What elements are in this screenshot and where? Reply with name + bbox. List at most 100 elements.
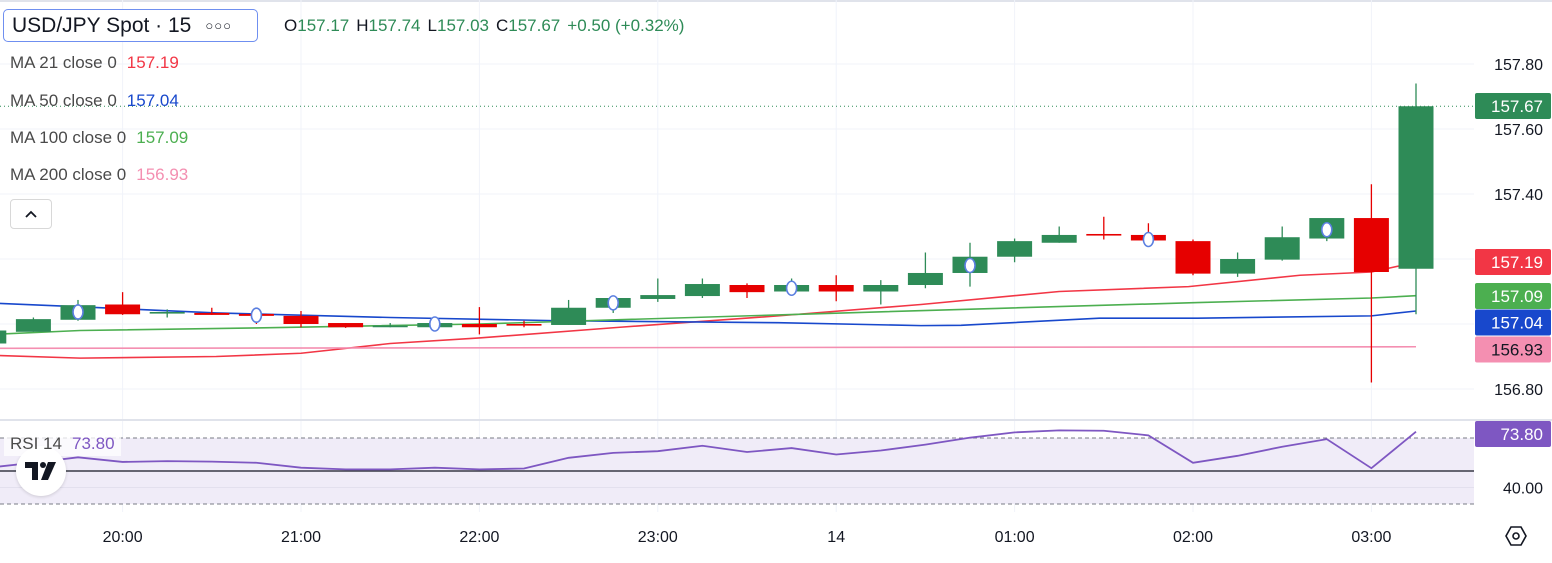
- candle-body: [1398, 106, 1434, 269]
- price-axis[interactable]: 157.80 157.60 157.40 156.80 157.67 157.19 157.…: [1475, 57, 1551, 498]
- symbol-title: USD/JPY Spot · 15: [12, 13, 192, 37]
- time-tick-label: 20:00: [103, 529, 143, 546]
- event-markers[interactable]: [72, 221, 1333, 332]
- candle-body: [1086, 233, 1122, 236]
- ma21-price-label[interactable]: 157.19: [1475, 249, 1551, 275]
- candle-body: [283, 315, 319, 324]
- time-tick-label: 03:00: [1351, 529, 1391, 546]
- candle: [818, 275, 854, 302]
- candle-body: [1264, 237, 1300, 260]
- rsi-line: [0, 429, 1417, 471]
- event-marker[interactable]: [964, 257, 976, 274]
- candle: [1398, 83, 1434, 315]
- price-tick-label: 157.60: [1494, 122, 1543, 139]
- indicator-ma21[interactable]: MA 21 close 0 157.19: [10, 53, 179, 73]
- symbol-button[interactable]: USD/JPY Spot · 15 ○○○: [3, 9, 258, 42]
- indicator-value: 156.93: [136, 165, 189, 184]
- high-value: 157.74: [368, 15, 421, 35]
- candle: [105, 292, 141, 315]
- grid: [0, 0, 1552, 512]
- candle: [1264, 226, 1300, 261]
- ma200-price-label-bg: [1475, 336, 1551, 363]
- indicator-ma50[interactable]: MA 50 close 0 157.04: [10, 91, 179, 111]
- candle: [640, 278, 676, 302]
- collapse-legend-button[interactable]: [10, 199, 52, 229]
- event-marker[interactable]: [785, 280, 798, 297]
- candle: [729, 283, 765, 298]
- indicator-label: MA 50 close 0: [10, 91, 117, 110]
- ellipsis-icon[interactable]: ○○○: [205, 18, 232, 33]
- indicator-ma100[interactable]: MA 100 close 0 157.09: [10, 128, 188, 148]
- last-price-label[interactable]: 157.67: [1475, 93, 1551, 119]
- indicator-value: 157.04: [126, 91, 179, 110]
- event-marker[interactable]: [607, 295, 620, 311]
- candle-body: [551, 307, 587, 325]
- settings-icon[interactable]: [1504, 524, 1528, 548]
- ma200-price-label[interactable]: 156.93: [1475, 336, 1551, 363]
- ma50-price-label[interactable]: 157.04: [1475, 309, 1551, 336]
- rsi-label: RSI 14: [10, 434, 62, 453]
- candle-body: [328, 323, 364, 328]
- event-marker[interactable]: [1321, 221, 1333, 238]
- time-tick-label: 14: [827, 529, 845, 546]
- event-marker[interactable]: [428, 316, 441, 332]
- candle: [1353, 184, 1389, 383]
- indicator-ma200[interactable]: MA 200 close 0 156.93: [10, 165, 188, 185]
- price-tick-label: 156.80: [1494, 382, 1543, 399]
- ma50-price-label-bg: [1475, 309, 1551, 336]
- event-marker[interactable]: [250, 307, 263, 324]
- rsi-pane: [0, 429, 1474, 505]
- rsi-legend[interactable]: RSI 14 73.80: [4, 432, 121, 456]
- change-value: +0.50 (+0.32%): [567, 15, 685, 35]
- time-tick-label: 21:00: [281, 529, 321, 546]
- candles: [0, 83, 1434, 383]
- low-label: L: [427, 15, 437, 35]
- candle-body: [818, 285, 854, 292]
- candle: [907, 252, 943, 289]
- chart-legend: USD/JPY Spot · 15 ○○○ O157.17 H157.74 L1…: [3, 8, 684, 43]
- indicator-value: 157.19: [126, 53, 179, 72]
- time-tick-label: 22:00: [459, 529, 499, 546]
- close-label: C: [495, 15, 509, 35]
- candle: [551, 299, 587, 325]
- candle: [461, 307, 497, 335]
- candle-body: [194, 312, 230, 315]
- candle: [283, 311, 319, 328]
- candle: [997, 238, 1033, 263]
- rsi-tick-label: 40.00: [1503, 481, 1543, 498]
- event-marker[interactable]: [1142, 231, 1155, 248]
- candle: [1220, 252, 1256, 277]
- time-tick-label: 02:00: [1173, 529, 1213, 546]
- last-price-label-bg: [1475, 93, 1551, 119]
- candle: [506, 320, 542, 328]
- candle: [1086, 216, 1122, 240]
- ma-line-ma200: [0, 345, 1417, 350]
- candle-body: [372, 325, 408, 328]
- candle-body: [1175, 241, 1211, 274]
- ma-line-ma100: [0, 294, 1417, 335]
- rsi-last-label[interactable]: 73.80: [1475, 421, 1551, 447]
- low-value: 157.03: [436, 15, 489, 35]
- time-axis[interactable]: 20:00 21:00 22:00 23:00 14 01:00 02:00 03:00: [103, 529, 1392, 546]
- tradingview-logo-icon: [25, 462, 56, 480]
- last-price-label-text: 157.67: [1491, 97, 1543, 116]
- indicator-label: MA 21 close 0: [10, 53, 117, 72]
- candle: [0, 330, 7, 344]
- rsi-last-label-bg: [1475, 421, 1551, 447]
- rsi-last-label-text: 73.80: [1500, 425, 1543, 444]
- event-marker[interactable]: [72, 304, 84, 320]
- ma21-price-label-text: 157.19: [1491, 253, 1543, 272]
- candle: [328, 323, 364, 328]
- candle: [15, 317, 51, 332]
- chevron-up-icon: [25, 210, 37, 218]
- price-tick-label: 157.80: [1494, 57, 1543, 74]
- candle-body: [1041, 234, 1077, 243]
- rsi-value: 73.80: [71, 434, 115, 453]
- candle: [863, 280, 899, 305]
- candle: [149, 309, 185, 318]
- ma100-price-label-text: 157.09: [1491, 287, 1543, 306]
- ma100-price-label[interactable]: 157.09: [1475, 283, 1551, 309]
- time-tick-label: 23:00: [638, 529, 678, 546]
- candle-body: [15, 319, 51, 332]
